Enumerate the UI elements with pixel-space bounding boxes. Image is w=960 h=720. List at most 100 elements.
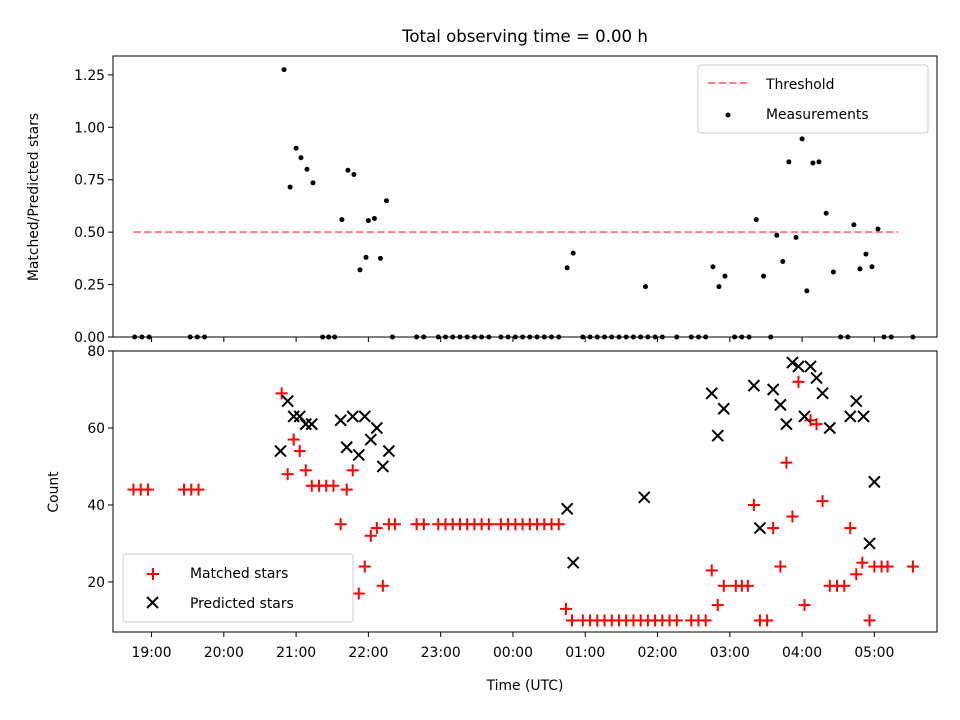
measurement-point bbox=[780, 259, 786, 265]
matched-star-marker bbox=[192, 483, 205, 496]
measurement-point bbox=[774, 232, 780, 238]
matched-star-marker bbox=[906, 560, 919, 573]
predicted-star-marker bbox=[798, 410, 811, 423]
measurement-point bbox=[570, 250, 576, 256]
measurement-point bbox=[365, 218, 371, 224]
measurement-point bbox=[287, 184, 293, 190]
predicted-star-marker bbox=[305, 417, 318, 431]
matched-star-marker bbox=[559, 602, 572, 615]
measurement-point bbox=[304, 166, 310, 172]
measurement-point bbox=[564, 265, 570, 271]
x-tick-label: 22:00 bbox=[348, 645, 388, 661]
top-legend: Threshold Measurements bbox=[697, 64, 929, 134]
measurement-point bbox=[377, 255, 383, 261]
matched-star-marker bbox=[798, 599, 811, 612]
measurement-point bbox=[857, 266, 863, 272]
matched-star-marker bbox=[804, 414, 817, 427]
measurement-point bbox=[830, 269, 836, 275]
measurement-point bbox=[310, 180, 316, 186]
predicted-star-marker bbox=[560, 502, 574, 516]
matched-star-marker bbox=[850, 568, 863, 581]
predicted-star-marker bbox=[810, 371, 823, 385]
x-tick-label: 02:00 bbox=[637, 645, 677, 661]
top-legend-box bbox=[697, 64, 929, 134]
measurement-point bbox=[710, 264, 716, 270]
predicted-stars-points bbox=[274, 356, 881, 569]
predicted-star-marker bbox=[376, 460, 390, 473]
matched-star-marker bbox=[358, 560, 371, 573]
matched-star-marker bbox=[376, 579, 389, 592]
top-y-tick-label: 0.25 bbox=[74, 278, 105, 294]
legend-predicted-label: Predicted stars bbox=[190, 596, 294, 612]
top-x-ticks bbox=[151, 337, 875, 342]
matched-star-marker bbox=[141, 483, 154, 496]
measurement-point bbox=[281, 67, 287, 73]
measurement-point bbox=[875, 226, 881, 232]
measurement-point bbox=[345, 167, 351, 173]
measurement-point bbox=[339, 217, 345, 223]
top-y-tick-label: 1.00 bbox=[74, 120, 105, 136]
matched-star-marker bbox=[780, 456, 793, 469]
x-tick-label: 00:00 bbox=[493, 645, 533, 661]
measurement-point bbox=[357, 267, 363, 273]
bottom-y-ticks: 20 40 60 80 bbox=[87, 344, 113, 591]
matched-star-marker bbox=[747, 498, 760, 511]
matched-star-marker bbox=[761, 614, 774, 627]
measurement-point bbox=[753, 217, 759, 223]
measurement-point bbox=[823, 210, 829, 216]
measurement-point bbox=[863, 251, 869, 257]
measurement-point bbox=[716, 284, 722, 290]
x-tick-label: 01:00 bbox=[565, 645, 605, 661]
matched-star-marker bbox=[705, 564, 718, 577]
matched-star-marker bbox=[482, 518, 495, 531]
predicted-star-marker bbox=[340, 441, 353, 454]
top-panel: 0.00 0.25 0.50 0.75 1.00 1.25 Matched/Predict… bbox=[26, 55, 938, 346]
x-tick-label: 05:00 bbox=[854, 645, 894, 661]
predicted-star-marker bbox=[638, 491, 651, 504]
matched-star-marker bbox=[670, 614, 683, 627]
bottom-y-tick-label: 40 bbox=[87, 498, 105, 514]
top-chart-title: Total observing time = 0.00 h bbox=[401, 27, 648, 46]
measurement-point bbox=[786, 159, 792, 165]
bottom-y-tick-label: 80 bbox=[87, 344, 105, 360]
predicted-star-marker bbox=[370, 421, 384, 435]
predicted-star-marker bbox=[868, 475, 881, 489]
predicted-star-marker bbox=[358, 410, 371, 423]
measurement-point bbox=[804, 288, 810, 294]
measurement-point bbox=[869, 264, 875, 270]
legend-measurements-swatch bbox=[725, 112, 731, 118]
measurement-point bbox=[351, 171, 357, 177]
legend-threshold-label: Threshold bbox=[765, 77, 834, 93]
predicted-star-marker bbox=[747, 379, 761, 392]
top-y-ticks: 0.00 0.25 0.50 0.75 1.00 1.25 bbox=[74, 68, 113, 346]
legend-measurements-label: Measurements bbox=[766, 107, 869, 123]
matched-star-marker bbox=[334, 518, 347, 531]
x-tick-label: 23:00 bbox=[421, 645, 461, 661]
bottom-y-tick-label: 60 bbox=[87, 421, 105, 437]
predicted-star-marker bbox=[364, 433, 378, 446]
predicted-star-marker bbox=[792, 360, 805, 373]
top-y-axis-label: Matched/Predicted stars bbox=[26, 113, 42, 281]
predicted-star-marker bbox=[753, 521, 767, 535]
matched-star-marker bbox=[281, 468, 294, 481]
matched-star-marker bbox=[370, 522, 383, 535]
predicted-star-marker bbox=[717, 402, 730, 415]
measurement-point bbox=[761, 273, 767, 279]
top-plot-frame bbox=[112, 55, 938, 338]
matched-star-marker bbox=[838, 579, 851, 592]
bottom-panel: 20 40 60 80 19:00 20:00 21:00 22:00 23:00 00:00 0… bbox=[46, 344, 938, 694]
x-tick-label: 03:00 bbox=[710, 645, 750, 661]
matched-star-marker bbox=[844, 522, 857, 535]
top-y-tick-label: 1.25 bbox=[74, 68, 105, 84]
matched-star-marker bbox=[881, 560, 894, 573]
bottom-plot-frame bbox=[112, 350, 938, 633]
top-y-tick-label: 0.75 bbox=[74, 173, 105, 189]
matched-star-marker bbox=[346, 464, 359, 477]
matched-star-marker bbox=[364, 529, 377, 542]
matched-star-marker bbox=[565, 614, 578, 627]
matched-star-marker bbox=[275, 387, 288, 400]
matched-star-marker bbox=[816, 495, 829, 508]
measurement-point bbox=[722, 273, 728, 279]
predicted-star-marker bbox=[346, 410, 359, 423]
matched-star-marker bbox=[863, 614, 876, 627]
